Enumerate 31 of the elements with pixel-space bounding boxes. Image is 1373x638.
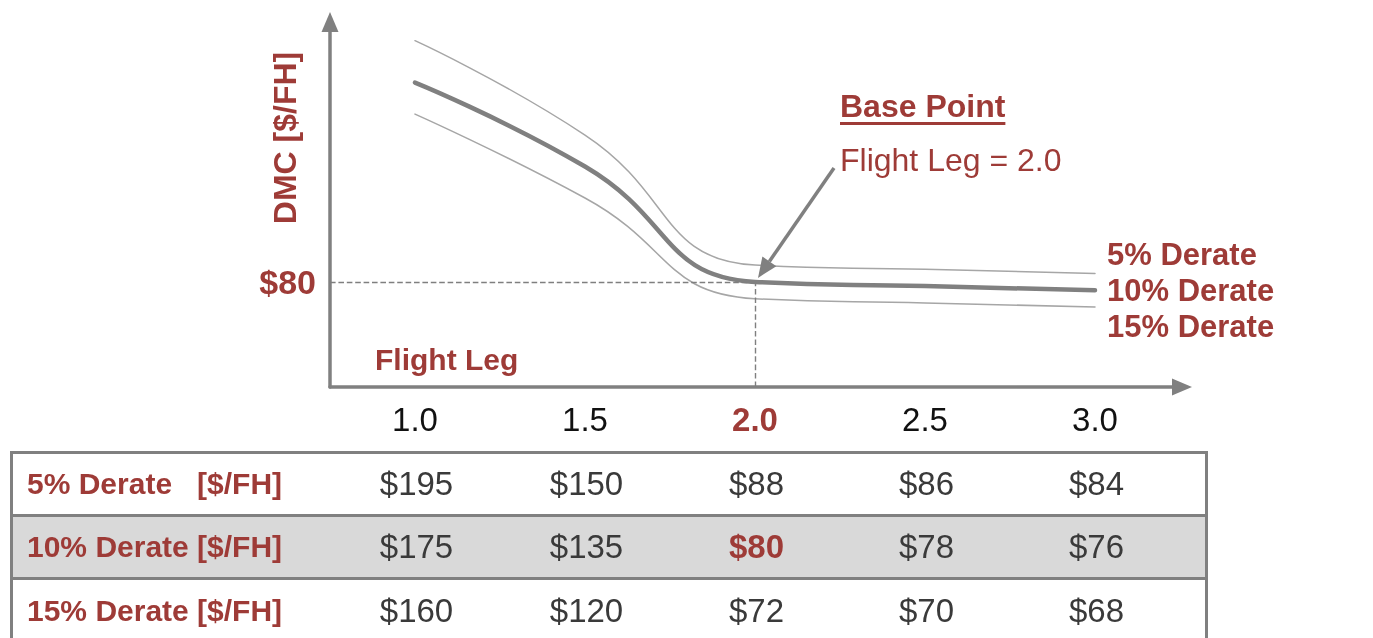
y-axis-title: DMC [$/FH] — [267, 51, 303, 225]
data-label: $160 — [331, 578, 502, 638]
data-label: $76 — [1011, 515, 1182, 579]
x-tick-label: 2.5 — [902, 401, 948, 438]
series-label: 10% Derate — [1107, 272, 1275, 308]
data-label: $195 — [331, 452, 502, 516]
x-tick-label: 1.0 — [392, 401, 438, 438]
data-label: $80 — [671, 515, 842, 579]
annotation: Base Point — [840, 87, 1006, 126]
annotation: Flight Leg = 2.0 — [840, 141, 1062, 180]
text: 5% Derate [$/FH] — [11, 452, 332, 516]
x-tick-label: 1.5 — [562, 401, 608, 438]
ref-line-label: $80 — [259, 262, 316, 301]
text: 15% Derate [$/FH] — [11, 578, 332, 638]
data-label: $72 — [671, 578, 842, 638]
data-label: $88 — [671, 452, 842, 516]
x-tick-label: 2.0 — [732, 401, 778, 438]
data-label: $135 — [501, 515, 672, 579]
data-label: $70 — [841, 578, 1012, 638]
data-label: $175 — [331, 515, 502, 579]
data-label: $68 — [1011, 578, 1182, 638]
x-axis-title: Flight Leg — [375, 343, 519, 377]
data-label: $86 — [841, 452, 1012, 516]
series-label: 15% Derate — [1107, 308, 1275, 344]
data-label: $150 — [501, 452, 672, 516]
x-tick-label: 3.0 — [1072, 401, 1118, 438]
series-label: 5% Derate — [1107, 236, 1257, 272]
data-label: $84 — [1011, 452, 1182, 516]
data-label: $120 — [501, 578, 672, 638]
text: 10% Derate [$/FH] — [11, 515, 332, 579]
data-label: $78 — [841, 515, 1012, 579]
